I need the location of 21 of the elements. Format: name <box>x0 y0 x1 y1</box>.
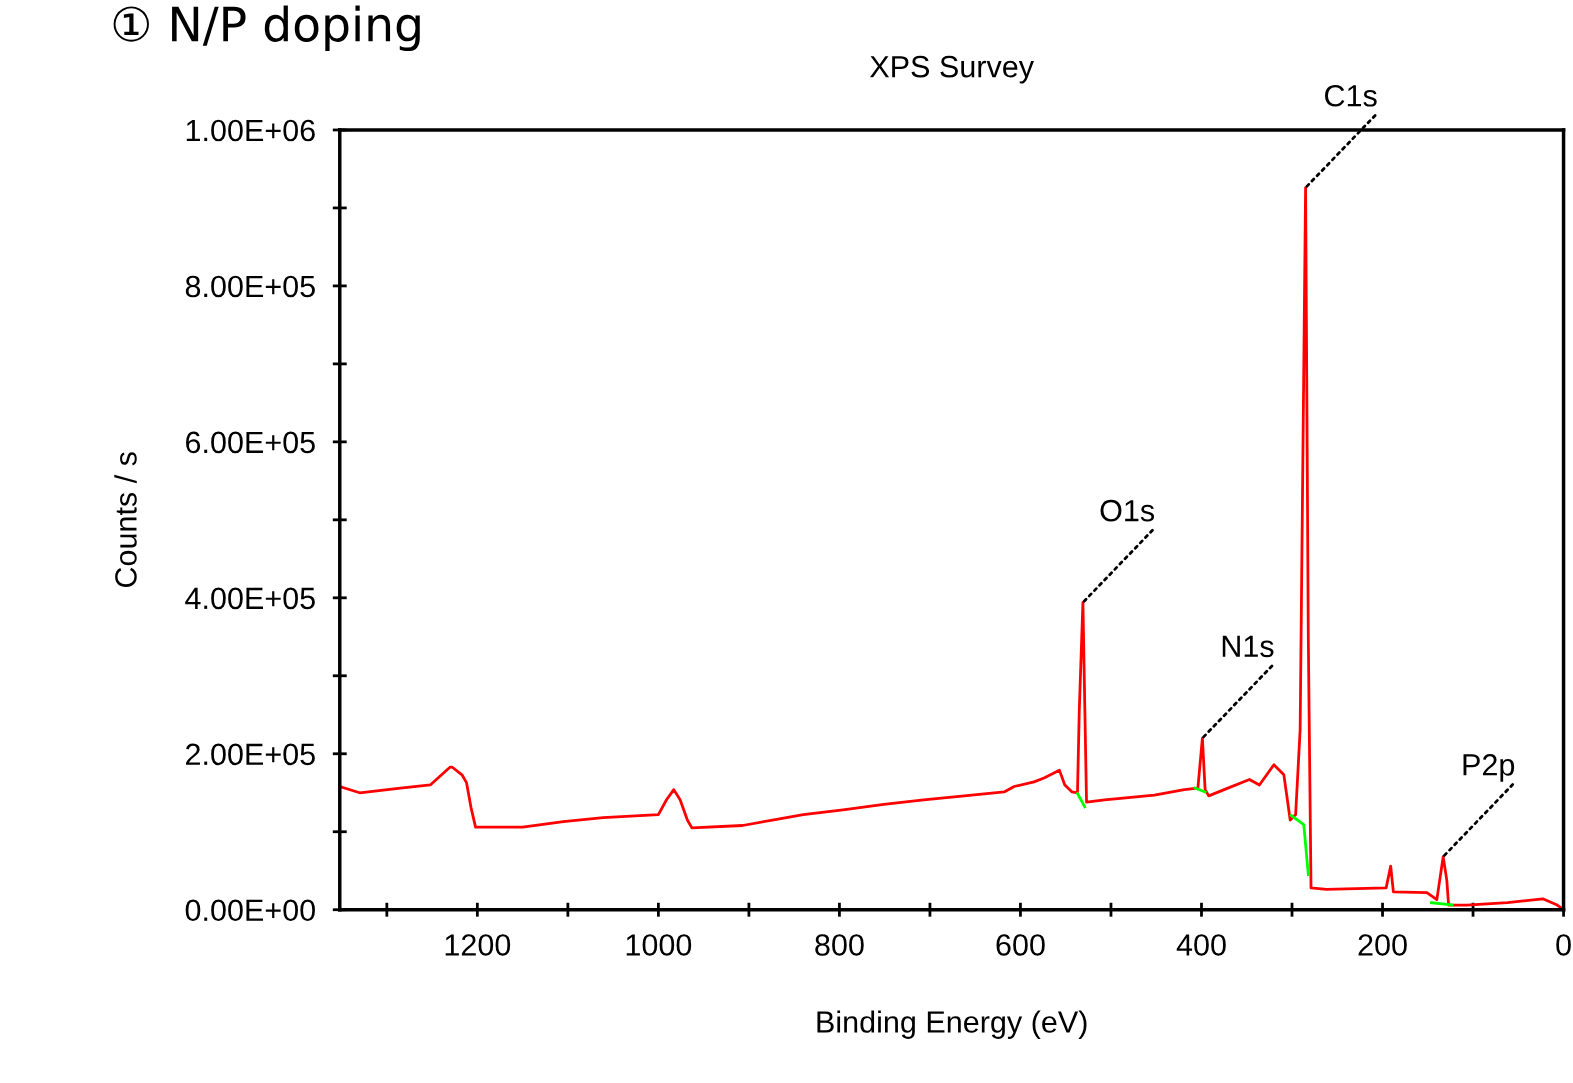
annotation: N1s <box>1222 635 1274 658</box>
y-tick-label: 0.00E+00 <box>185 899 315 922</box>
annotation: P2p <box>1463 754 1515 782</box>
y-tick-label: 8.00E+05 <box>185 275 315 298</box>
annotation: C1s <box>1325 84 1377 107</box>
x-tick-label: 400 <box>1176 934 1226 956</box>
y-tick-label: 1.00E+06 <box>186 119 315 142</box>
x-tick-label: 1200 <box>445 934 511 956</box>
y-tick-label: 4.00E+05 <box>185 587 315 610</box>
y-axis-title: Counts / s <box>114 452 137 588</box>
x-tick-label: 800 <box>815 934 864 956</box>
y-tick-label: 6.00E+05 <box>186 431 315 454</box>
x-tick-label: 0 <box>1556 934 1571 956</box>
x-tick-label: 600 <box>996 934 1045 956</box>
y-tick-label: 2.00E+05 <box>186 743 315 766</box>
x-tick-label: 1000 <box>626 934 692 956</box>
text: ① N/P doping <box>113 5 420 52</box>
chart-title: XPS Survey <box>869 55 1034 84</box>
annotation: O1s <box>1100 499 1155 522</box>
x-axis-title: Binding Energy (eV) <box>817 1010 1087 1039</box>
x-tick-label: 200 <box>1358 934 1407 956</box>
